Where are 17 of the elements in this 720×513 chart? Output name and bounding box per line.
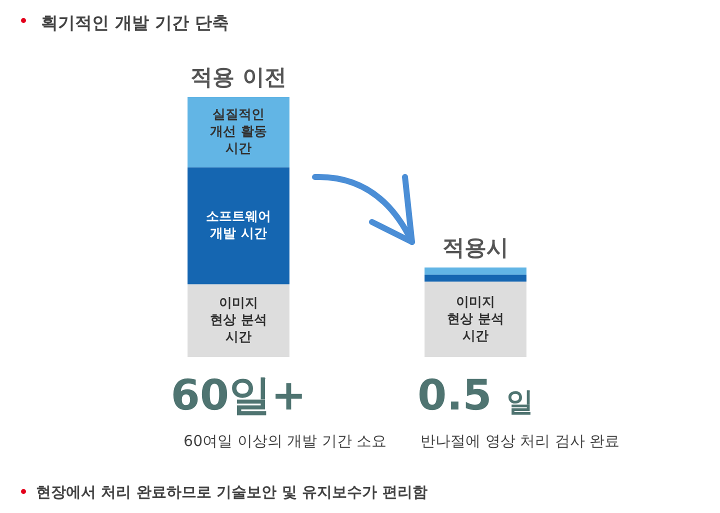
text: 0.5 일 <box>417 370 534 420</box>
text: 60여일 이상의 개발 기간 소요 <box>184 432 387 450</box>
bar <box>424 282 526 357</box>
chart-title: 획기적인 개발 기간 단축 <box>41 14 229 34</box>
bar <box>424 268 526 275</box>
text: 현장에서 처리 완료하므로 기술보안 및 유지보수가 편리함 <box>36 483 428 501</box>
bar <box>424 274 526 282</box>
series-label: 이미지 현상 분석 시간 <box>210 296 267 346</box>
x-tick-label: 적용시 <box>442 236 508 262</box>
text: 이미지 현상 분석 시간 <box>447 294 504 344</box>
bar <box>188 167 290 284</box>
series-label: 소프트웨어 개발 시간 <box>206 210 271 242</box>
text: 60일+ <box>170 370 306 420</box>
x-tick-label: 적용 이전 <box>190 66 286 90</box>
series-label: 실질적인 개선 활동 시간 <box>210 108 267 157</box>
bar <box>188 284 290 357</box>
text: 반나절에 영상 처리 검사 완료 <box>420 432 620 450</box>
